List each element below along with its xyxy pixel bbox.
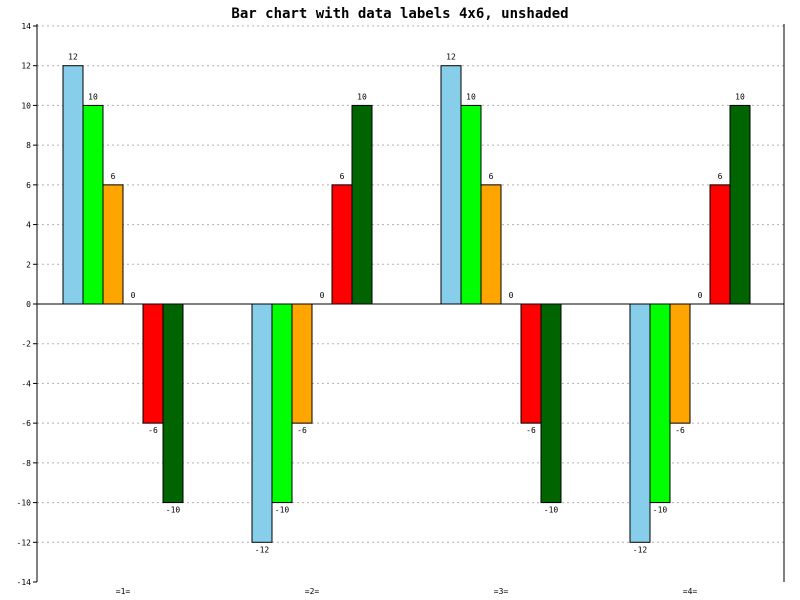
y-tick-label: 8 <box>26 141 31 150</box>
bar-data-label: -10 <box>166 506 181 515</box>
y-tick-label: 4 <box>26 221 31 230</box>
data-labels: 12 10 6 0 -6 -10 -12 -10 -6 0 6 10 12 10 6 0 -6 -10 -12 -10… <box>68 53 745 555</box>
y-tick-label: -10 <box>17 499 32 508</box>
axes: -14 -12 -10 -8 -6 -4 -2 0 2 4 6 8 10 12 14 =1= =2= =3= =4= <box>17 22 785 596</box>
bar <box>291 303 313 424</box>
y-tick-label: -6 <box>21 419 31 428</box>
bar <box>271 303 293 504</box>
bar-data-label: 12 <box>446 53 456 62</box>
bar-data-label: -6 <box>148 426 158 435</box>
x-category-label: =3= <box>494 587 509 596</box>
y-tick-label: -12 <box>17 538 32 547</box>
bar-data-label: 6 <box>111 172 116 181</box>
bar <box>440 65 462 305</box>
y-tick-label: 12 <box>21 62 31 71</box>
bar <box>142 303 164 424</box>
bar-data-label: 0 <box>131 291 136 300</box>
bar-data-label: 10 <box>466 92 476 101</box>
bar <box>251 303 273 543</box>
bar-data-label: -10 <box>275 506 290 515</box>
bar-data-label: -12 <box>633 545 648 554</box>
bar-data-label: -10 <box>544 506 559 515</box>
x-category-label: =4= <box>683 587 698 596</box>
bar-data-label: -6 <box>675 426 685 435</box>
bar-data-label: 6 <box>340 172 345 181</box>
bar <box>709 184 731 305</box>
y-tick-label: 6 <box>26 181 31 190</box>
bar <box>102 184 124 305</box>
y-tick-label: 14 <box>21 22 31 31</box>
bar <box>649 303 671 504</box>
bar <box>460 104 482 305</box>
bar <box>540 303 562 504</box>
bar <box>629 303 651 543</box>
bars <box>62 65 751 543</box>
x-category-label: =2= <box>305 587 320 596</box>
bar-data-label: 10 <box>88 92 98 101</box>
bar-data-label: 12 <box>68 53 78 62</box>
grid-lines <box>37 25 784 543</box>
y-tick-label: -2 <box>21 340 31 349</box>
bar-data-label: 10 <box>735 92 745 101</box>
bar-data-label: -6 <box>526 426 536 435</box>
y-tick-label: 2 <box>26 260 31 269</box>
bar <box>729 104 751 305</box>
y-tick-label: -8 <box>21 459 31 468</box>
bar-data-label: 10 <box>357 92 367 101</box>
bar <box>62 65 84 305</box>
bar-data-label: 6 <box>718 172 723 181</box>
chart-title: Bar chart with data labels 4x6, unshaded <box>231 6 568 22</box>
bar-data-label: 0 <box>320 291 325 300</box>
bar <box>520 303 542 424</box>
bar-data-label: 6 <box>489 172 494 181</box>
bar-data-label: 0 <box>698 291 703 300</box>
bar-data-label: -6 <box>297 426 307 435</box>
bar <box>82 104 104 305</box>
bar-data-label: 0 <box>509 291 514 300</box>
bar <box>162 303 184 504</box>
y-tick-label: 10 <box>21 101 31 110</box>
bar <box>480 184 502 305</box>
bar-data-label: -10 <box>653 506 668 515</box>
bar-data-label: -12 <box>255 545 270 554</box>
bar <box>351 104 373 305</box>
y-tick-label: -4 <box>21 379 31 388</box>
bar <box>669 303 691 424</box>
y-tick-label: 0 <box>26 300 31 309</box>
x-category-label: =1= <box>116 587 131 596</box>
bar <box>331 184 353 305</box>
y-tick-label: -14 <box>17 578 32 587</box>
